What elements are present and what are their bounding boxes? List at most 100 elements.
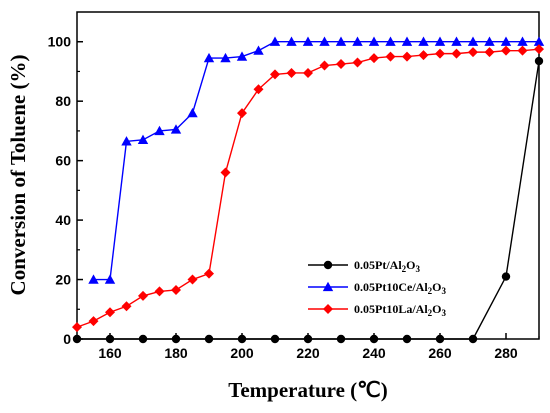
y-tick-label: 20 [55,272,71,288]
series-1 [88,36,545,284]
legend-text-part: 0.05Pt/Al [354,258,402,272]
legend-text-part: 0.05Pt10La/Al [354,302,428,316]
data-point [286,36,297,46]
data-point [187,107,198,118]
legend-label: 0.05Pt10La/Al2O3 [354,302,447,318]
data-point [137,134,149,144]
data-point [187,274,198,285]
data-point [270,69,280,80]
legend-subscript: 2 [428,286,433,296]
x-tick-label: 240 [362,345,386,361]
legend-subscript: 3 [416,264,421,274]
y-tick-label: 40 [55,212,71,228]
data-point [352,57,363,68]
y-tick-label: 60 [55,153,71,169]
legend-marker [322,281,334,292]
data-point [220,52,231,63]
data-point [319,60,330,71]
data-point [121,301,132,312]
data-point [270,334,280,344]
legend-entry: 0.05Pt10La/Al2O3 [308,302,447,318]
x-tick-label: 180 [164,345,188,361]
y-tick-label: 0 [63,331,71,347]
legend-entry: 0.05Pt/Al2O3 [308,258,421,274]
data-point [72,322,82,333]
legend-label: 0.05Pt/Al2O3 [354,258,421,274]
data-point [303,334,313,344]
data-point [368,36,380,46]
legend-entry: 0.05Pt10Ce/Al2O3 [308,280,447,296]
data-point [237,108,247,119]
data-point [385,51,396,62]
series-line [93,41,539,281]
data-point [402,51,412,62]
data-point [484,47,495,58]
data-point [237,334,247,344]
data-point [303,67,313,78]
data-point [484,36,495,46]
data-point [269,36,281,46]
data-point [534,44,544,55]
data-point [468,47,478,58]
data-point [335,36,347,46]
data-point [204,334,214,344]
data-point [401,36,413,46]
data-point [302,36,314,46]
legend-subscript: 3 [442,286,447,296]
data-point [105,307,115,318]
y-tick-label: 100 [48,34,72,50]
x-tick-label: 280 [494,345,518,361]
data-point [501,272,511,281]
y-axis-ticks: 0 20 40 60 80 100 [48,34,83,347]
data-point [253,84,264,95]
series-2 [72,44,544,333]
data-point [468,334,478,344]
legend-subscript: 2 [402,264,407,274]
data-point [451,48,462,59]
data-point [369,53,379,64]
legend-subscript: 3 [442,308,447,318]
data-point [402,334,412,344]
data-point [451,36,462,46]
data-point [435,334,445,344]
data-point [171,284,181,295]
legend: 0.05Pt/Al2O30.05Pt10Ce/Al2O30.05Pt10La/A… [308,258,447,318]
data-point [418,36,429,46]
data-point [534,56,544,66]
data-point [336,59,346,70]
data-point [319,36,330,46]
data-point [154,286,165,297]
data-point [500,36,512,46]
legend-marker [323,304,333,314]
data-point [434,36,446,46]
data-point [170,124,182,134]
legend-text-part: O [406,258,415,272]
data-point [369,334,379,344]
legend-text-part: 0.05Pt10Ce/Al [354,280,428,294]
x-tick-label: 160 [98,345,122,361]
data-point [385,36,396,46]
series-layer [72,36,545,344]
data-point [435,48,445,59]
data-point [352,36,363,46]
data-point [138,290,148,301]
data-point [517,36,528,46]
series-line [76,48,540,328]
legend-text-part: O [432,280,441,294]
x-tick-label: 260 [428,345,452,361]
legend-marker [323,260,333,270]
data-point [88,316,99,327]
legend-subscript: 2 [428,308,433,318]
data-point [203,52,215,63]
data-point [88,274,99,284]
data-point [105,334,115,344]
data-point [220,167,231,178]
data-point [467,36,479,46]
data-point [501,45,511,56]
data-point [171,334,181,344]
legend-text-part: O [432,302,441,316]
data-point [138,334,148,344]
data-point [336,334,346,344]
series-0 [72,56,544,344]
